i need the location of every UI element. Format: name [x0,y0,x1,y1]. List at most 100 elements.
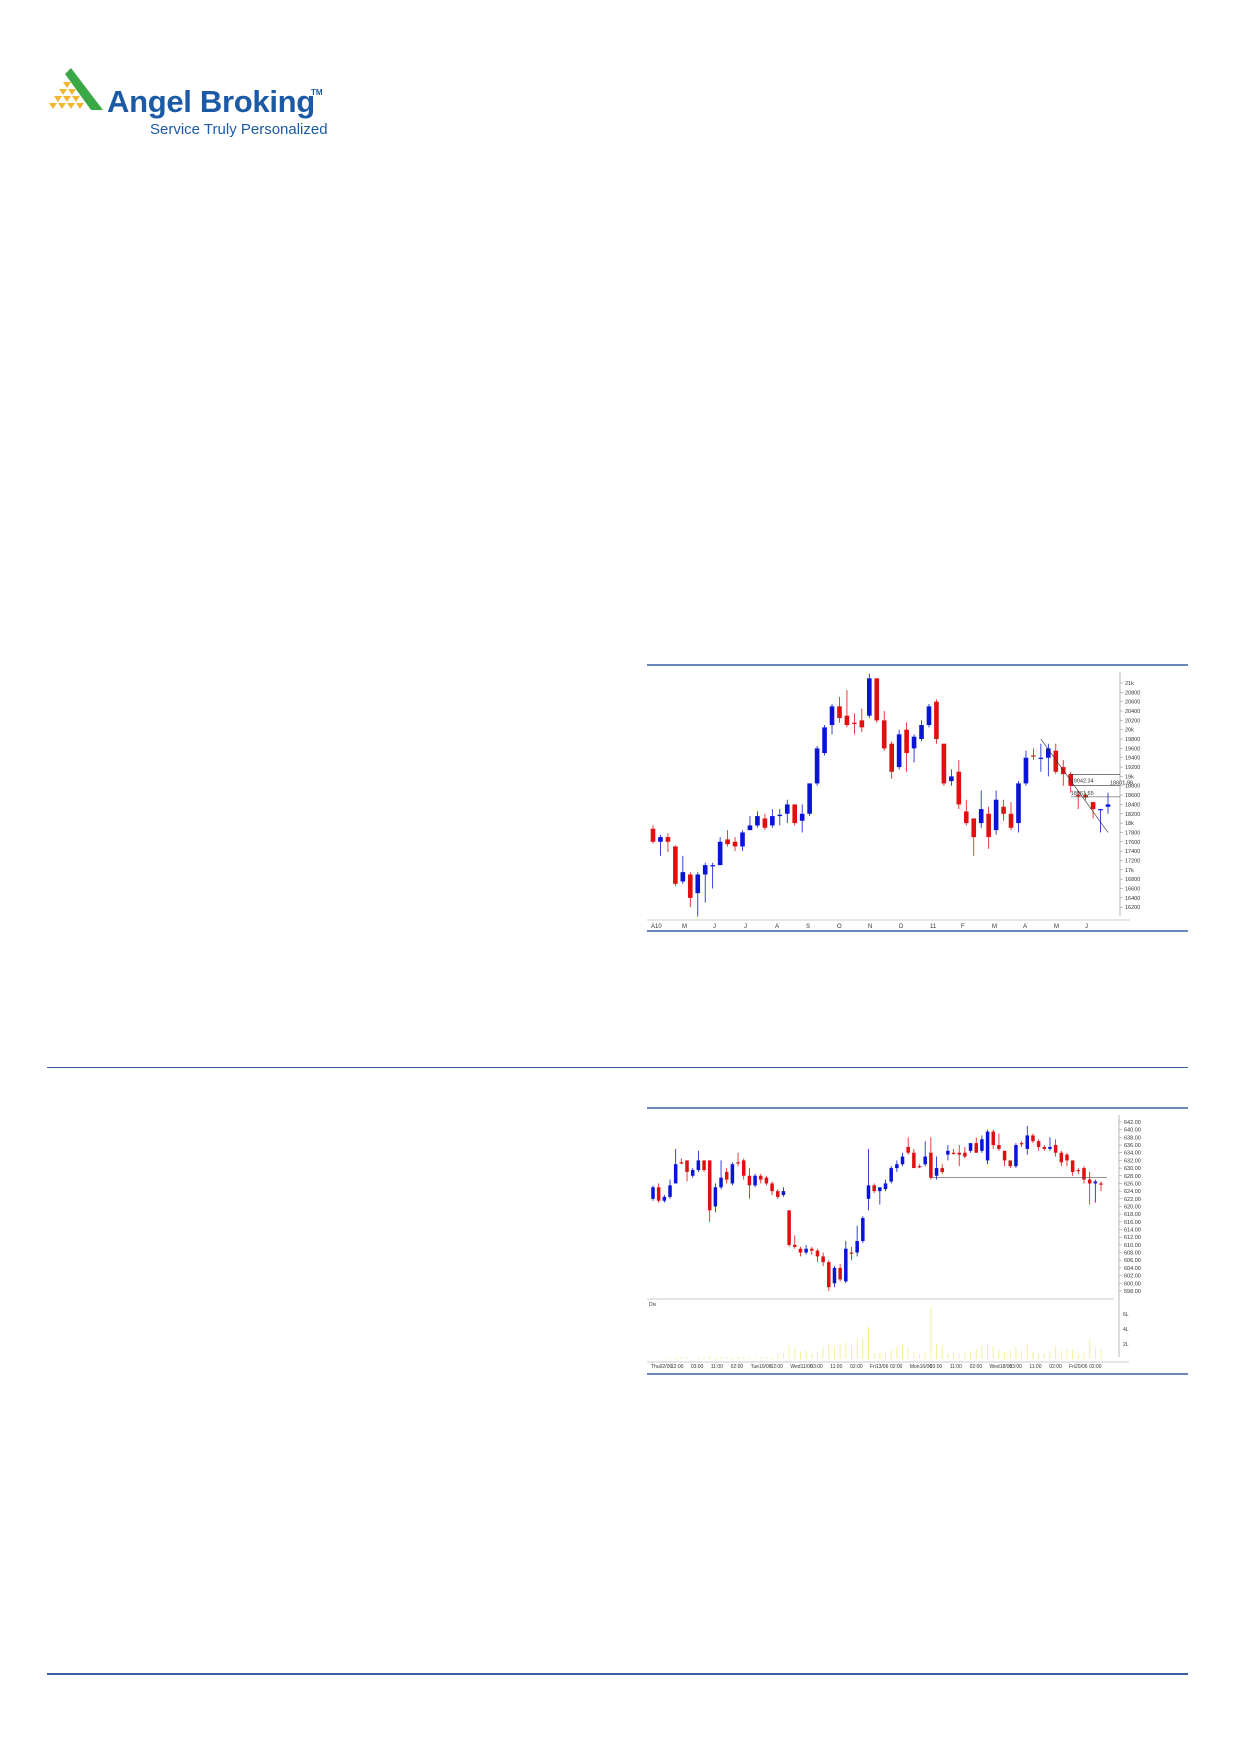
candle-body [827,1262,831,1288]
candle-body [680,872,686,882]
candle [866,1148,871,1211]
candle-body [724,1171,729,1180]
candle [687,872,693,908]
y-tick-label: 20600 [1125,700,1140,706]
candle [991,1129,996,1149]
candle-body [1076,1170,1081,1172]
candle-body [770,1183,774,1192]
candle [1098,809,1103,833]
candle [1090,802,1096,819]
candle-body [740,832,745,847]
candle-body [900,1156,905,1165]
candle [770,1181,774,1195]
candle-body [912,1152,916,1169]
candle [971,818,977,856]
candle [747,1168,752,1199]
x-tick-label: S [806,924,810,930]
candle-body [978,809,984,824]
candle-body [702,865,708,875]
candle-body [929,1152,933,1178]
candle [1053,743,1059,775]
candle [695,872,701,917]
y-tick-label: 19400 [1125,756,1140,762]
candle-body [911,736,917,749]
candle [1036,1139,1041,1151]
candle [736,1152,740,1167]
candle-body [777,814,783,817]
candle-body [1046,748,1051,758]
y-tick-label: 16200 [1125,905,1140,911]
candle-body [1031,755,1036,757]
candle-body [787,1210,791,1245]
angel-broking-logo: Angel Broking TM Service Truly Personali… [47,68,337,143]
candle-body [793,1244,797,1247]
candle-body [755,816,760,826]
candle-body [993,799,999,831]
y-tick-label: 600.00 [1124,1281,1141,1287]
candle [956,760,962,810]
candle [804,1244,808,1255]
candle-body [1059,1152,1064,1163]
candle-body [1014,1145,1018,1167]
candle [741,1158,746,1180]
candle-body [753,1175,757,1186]
candle-body [696,1160,701,1170]
candle [917,1164,922,1169]
candle-body [883,1183,888,1190]
candle-body [658,837,663,842]
x-tick-label: A [1023,924,1027,930]
candle [934,699,939,744]
candle-body [741,1160,746,1176]
candle-body [695,874,701,894]
candle-body [1053,1145,1058,1153]
candle-body [1042,1146,1047,1149]
candle-body [732,841,738,847]
x-tick-label: Mon16/06 [910,1364,932,1370]
x-tick-label: A [775,924,779,930]
level-label: 18601.99 [1110,781,1133,787]
candle-body [679,1162,684,1164]
candle [792,804,798,826]
candle [777,809,783,826]
candle [941,743,947,786]
candle-body [650,828,656,842]
candle [814,746,820,786]
x-tick-label: D [899,924,904,930]
candle-body [1070,1160,1075,1172]
candle-body [971,818,977,838]
candle-body [919,725,924,740]
candle [934,1156,939,1180]
candle [651,1185,655,1201]
x-tick-label: Fri20/06 [1069,1364,1088,1370]
candle-body [878,1187,882,1192]
candle-body [799,813,805,821]
candle-body [980,1139,984,1151]
candle-body [685,1160,689,1172]
candle [1075,790,1081,810]
y-tick-label: 626.00 [1124,1181,1141,1187]
candle-body [713,1187,718,1207]
candle [1046,743,1051,777]
candle [762,813,768,831]
candle [923,1141,927,1167]
candle [978,790,984,828]
candle-body [758,1175,763,1180]
candle [1038,743,1044,772]
candle-body [838,1267,842,1280]
candle [650,825,656,844]
candle [974,1137,978,1153]
weekly-index-candlestick-chart: 21k 20800 20600 20400 20200 20k 19800 19600 1940… [647,664,1188,932]
candle-body [906,1146,910,1153]
candle-body [1098,809,1103,811]
candle-body [866,1185,871,1199]
candle-body [719,1177,723,1188]
x-tick-label: 03:00 [810,1364,823,1370]
x-tick-label: 02:00 [731,1364,744,1370]
y-tick-label: 18800 [1125,784,1140,790]
candle [838,1264,842,1282]
candle-body [1083,795,1088,798]
section-divider [47,1067,1188,1068]
candle-body [1038,757,1044,759]
candle [685,1160,689,1182]
